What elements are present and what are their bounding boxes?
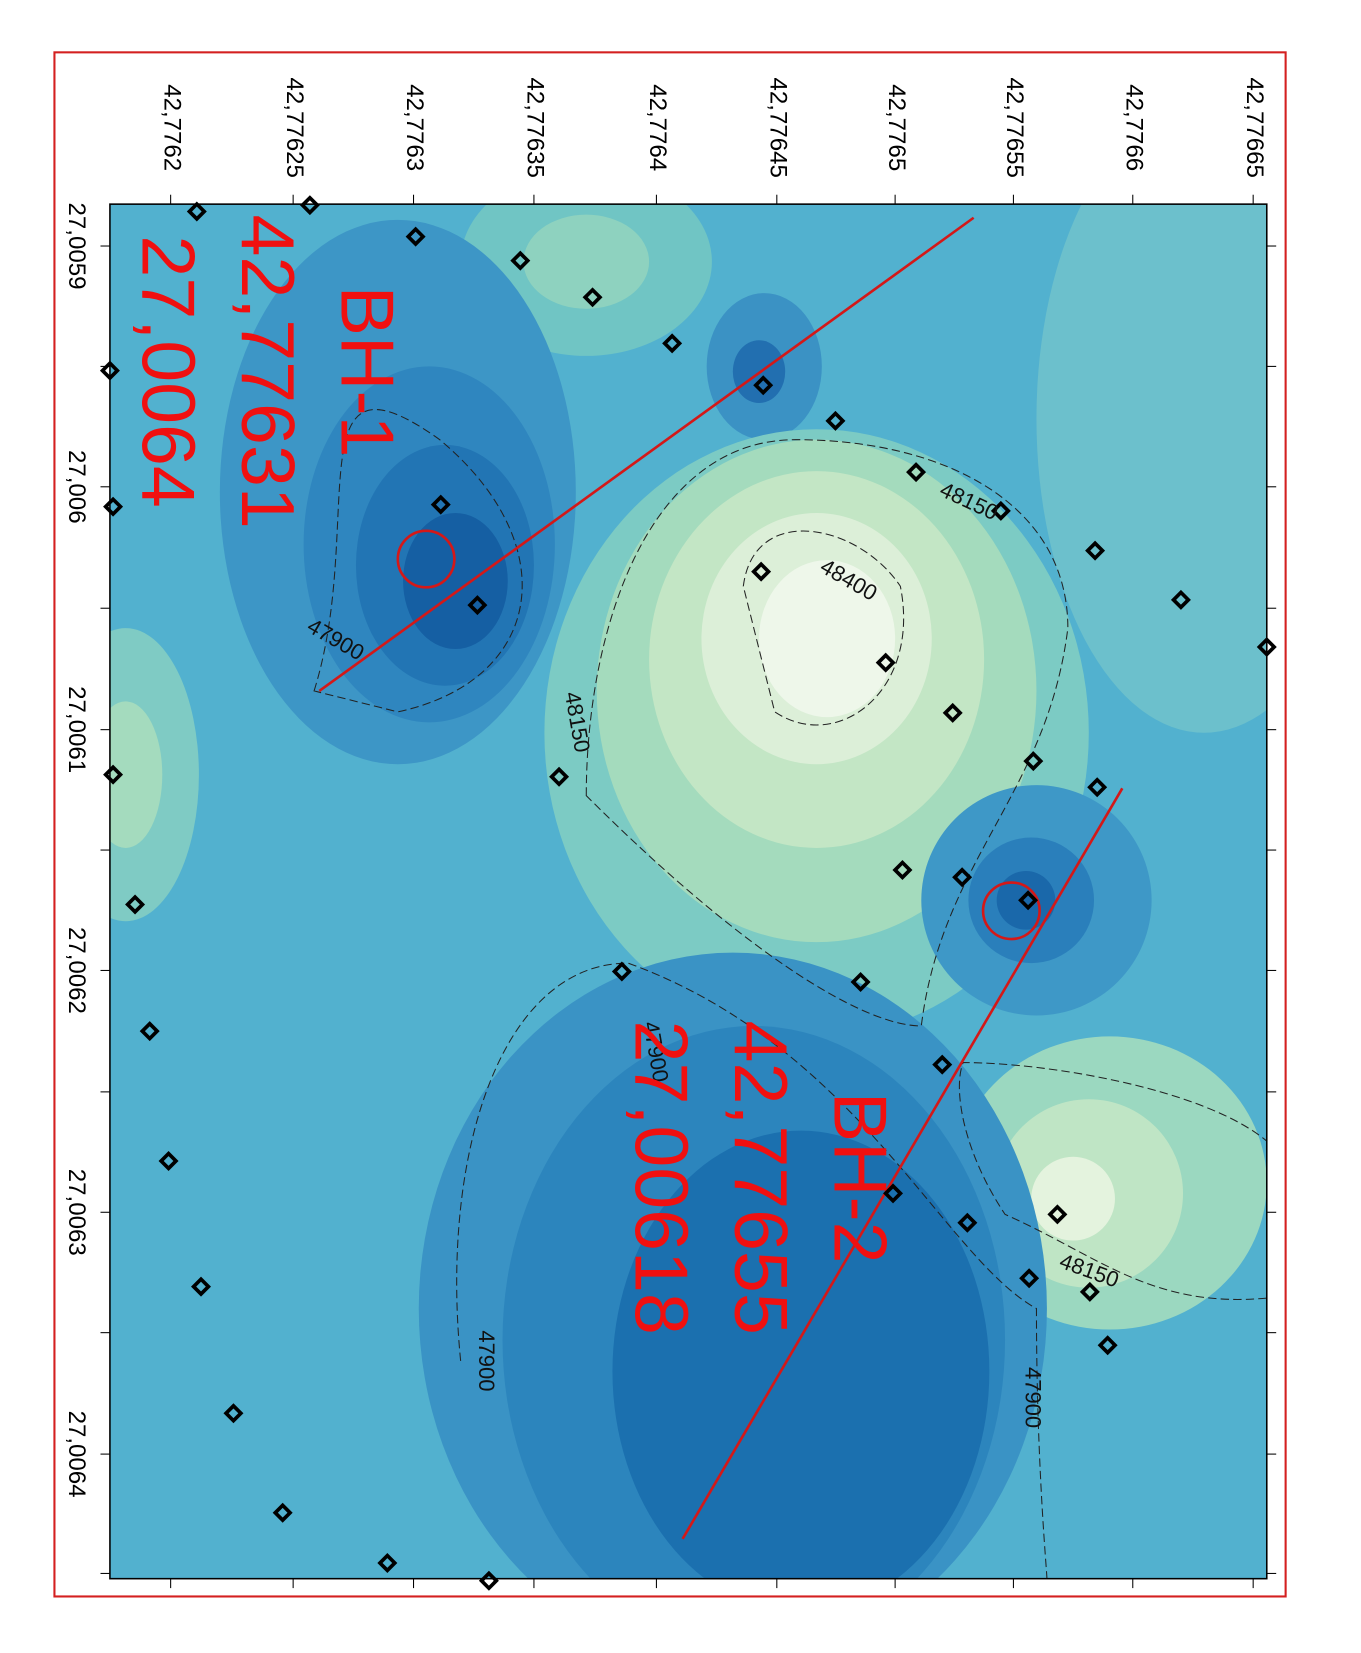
contour-fill xyxy=(109,204,1267,1579)
annotation-label: BH-2 xyxy=(818,1092,902,1264)
borehole-marker xyxy=(223,1403,244,1424)
top-axis-label: 42,77645 xyxy=(764,78,791,178)
borehole-marker xyxy=(1256,636,1277,657)
borehole-marker xyxy=(957,1212,978,1233)
borehole-marker xyxy=(405,226,426,247)
annotation-x: 42,77655 xyxy=(719,1021,803,1335)
borehole-marker xyxy=(1097,1335,1118,1356)
borehole-marker xyxy=(611,961,632,982)
borehole-marker xyxy=(952,867,973,888)
sections xyxy=(318,216,1124,1540)
borehole-marker xyxy=(478,1570,499,1591)
borehole-marker xyxy=(158,1150,179,1171)
frame xyxy=(53,51,1287,1598)
top-axis-label: 42,77625 xyxy=(281,78,308,178)
borehole-marker xyxy=(850,971,871,992)
borehole-marker xyxy=(510,250,531,271)
borehole-marker xyxy=(430,494,451,515)
borehole-marker xyxy=(751,561,772,582)
left-axis-label: 27,0059 xyxy=(63,203,90,290)
borehole-marker xyxy=(1047,1204,1068,1225)
top-axis-label: 42,7765 xyxy=(883,84,910,171)
top-axis-label: 42,77635 xyxy=(522,78,549,178)
contour-label: 47900 xyxy=(1020,1367,1045,1428)
top-axis-label: 42,7766 xyxy=(1120,84,1147,171)
left-axis-label: 27,0064 xyxy=(63,1411,90,1498)
borehole-marker xyxy=(1079,1281,1100,1302)
annotation-x: 42,77631 xyxy=(226,214,310,528)
borehole-marker xyxy=(906,462,927,483)
borehole-marker xyxy=(272,1502,293,1523)
borehole-marker xyxy=(883,1183,904,1204)
borehole-marker xyxy=(191,1276,212,1297)
borehole-marker xyxy=(582,287,603,308)
left-axis-label: 27,0063 xyxy=(63,1169,90,1256)
plot-border xyxy=(109,203,1268,1580)
borehole-marker xyxy=(932,1054,953,1075)
annotation-y: 27,0064 xyxy=(126,235,210,507)
top-axis-label: 42,77655 xyxy=(1001,78,1028,178)
left-axis-label: 27,006 xyxy=(63,450,90,524)
left-axis-label: 27,0061 xyxy=(63,686,90,773)
top-axis-label: 42,7762 xyxy=(158,84,185,171)
top-axis-label: 42,77665 xyxy=(1241,78,1268,178)
borehole-marker xyxy=(125,894,146,915)
borehole-marker xyxy=(1170,589,1191,610)
contour-label: 47900 xyxy=(474,1330,499,1391)
top-axis-label: 42,7764 xyxy=(644,84,671,171)
top-axis-label: 42,7763 xyxy=(401,84,428,171)
borehole-marker xyxy=(139,1021,160,1042)
borehole-marker xyxy=(103,496,124,517)
borehole-marker xyxy=(825,410,846,431)
annotation-y: 27,00618 xyxy=(619,1021,703,1335)
borehole-marker xyxy=(1023,751,1044,772)
borehole-marker xyxy=(1087,777,1108,798)
borehole-marker xyxy=(942,702,963,723)
borehole-marker xyxy=(186,201,207,222)
borehole-marker xyxy=(377,1552,398,1573)
borehole-marker xyxy=(467,595,488,616)
borehole-marker xyxy=(990,500,1011,521)
borehole-marker xyxy=(892,859,913,880)
borehole-marker xyxy=(875,652,896,673)
borehole-marker xyxy=(549,766,570,787)
borehole-marker xyxy=(662,333,683,354)
borehole-marker xyxy=(1085,540,1106,561)
annotation-label: BH-1 xyxy=(325,286,409,458)
borehole-marker xyxy=(299,195,320,216)
borehole-marker xyxy=(753,375,774,396)
borehole-marker xyxy=(103,764,124,785)
boreholes xyxy=(99,195,1277,1591)
borehole-marker xyxy=(1019,1268,1040,1289)
borehole-marker xyxy=(1018,890,1039,911)
left-axis-label: 27,0062 xyxy=(63,927,90,1014)
